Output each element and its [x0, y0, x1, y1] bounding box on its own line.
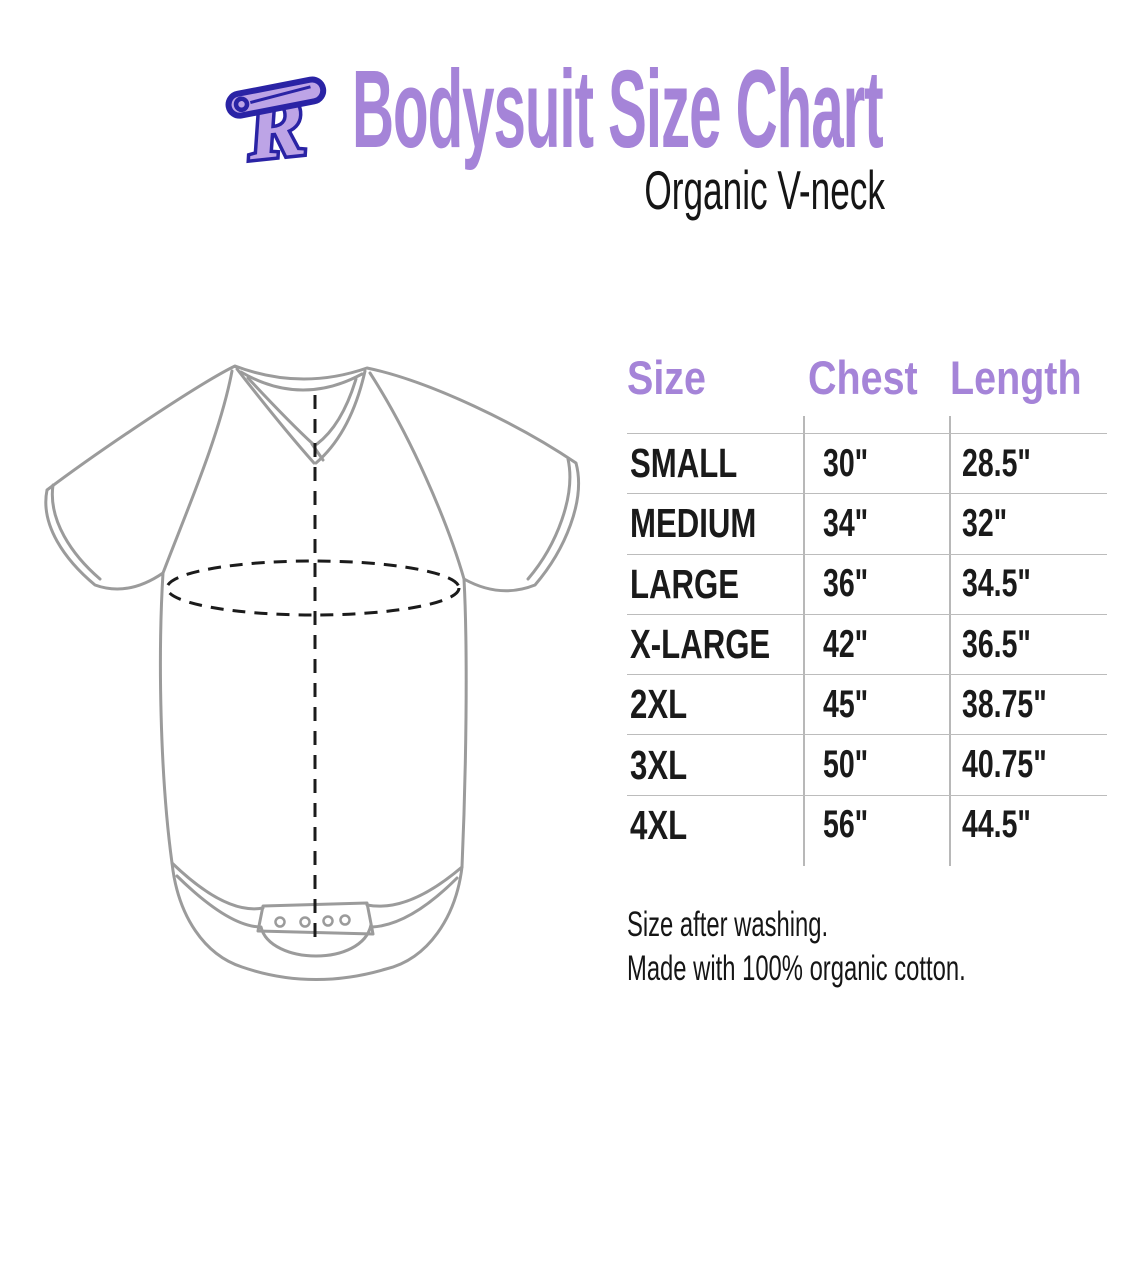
table-cell: 32": [962, 501, 1008, 545]
table-cell: 45": [823, 682, 869, 726]
table-row: MEDIUM 34" 32": [627, 493, 1107, 553]
table-cell: 50": [823, 743, 869, 787]
table-cell: 38.75": [962, 682, 1047, 726]
note-line: Size after washing.: [627, 905, 829, 944]
table-cell: MEDIUM: [630, 500, 757, 547]
bodysuit-diagram: [44, 364, 581, 982]
table-row: 4XL 56" 44.5": [627, 794, 1107, 855]
chest-measure-ellipse: [165, 559, 461, 617]
table-cell: 30": [823, 441, 869, 485]
v-neck-outer-right: [314, 369, 367, 465]
table-row: SMALL 30" 28.5": [627, 433, 1107, 493]
right-armhole-seam: [368, 371, 466, 581]
bodysuit-outline: [44, 364, 581, 982]
table-header-row: Size Chest Length: [627, 354, 1107, 414]
table-cell: 42": [823, 622, 869, 666]
product-subtitle: Organic V-neck: [644, 159, 885, 221]
table-cell: 56": [823, 803, 869, 847]
table-cell: 34.5": [962, 562, 1031, 606]
right-leg-binding: [365, 865, 464, 908]
v-neck-outer-left: [235, 367, 316, 465]
table-cell: SMALL: [630, 440, 738, 487]
table-cell: 44.5": [962, 803, 1031, 847]
page-title: Bodysuit Size Chart: [352, 48, 884, 171]
table-cell: X-LARGE: [630, 621, 771, 668]
left-cuff-band: [50, 483, 102, 581]
table-row: 2XL 45" 38.75": [627, 674, 1107, 734]
column-header-chest: Chest: [808, 351, 918, 404]
table-cell: 36": [823, 562, 869, 606]
v-neck-inner-left: [246, 376, 315, 446]
left-leg-binding: [170, 861, 265, 911]
safety-pin-r-icon: R: [225, 73, 327, 182]
notes: Size after washing. Made with 100% organ…: [627, 903, 1125, 991]
snap-flap: [256, 901, 375, 936]
table-cell: 3XL: [630, 741, 688, 788]
table-cell: 28.5": [962, 441, 1031, 485]
snap-buttons: [274, 914, 351, 928]
size-table-rows: SMALL 30" 28.5" MEDIUM 34" 32" LARGE 36" 34.5" X-…: [627, 433, 1107, 855]
column-header-size: Size: [627, 351, 706, 404]
table-cell: 34": [823, 501, 869, 545]
table-cell: LARGE: [630, 560, 740, 607]
table-cell: 36.5": [962, 622, 1031, 666]
size-table: Size Chest Length SMALL 30" 28.5" MEDIUM 34"…: [627, 354, 1107, 872]
table-cell: 40.75": [962, 743, 1047, 787]
column-header-length: Length: [950, 351, 1082, 404]
table-cell: 4XL: [630, 801, 688, 848]
v-neck-inner-right: [315, 377, 358, 446]
table-row: X-LARGE 42" 36.5": [627, 613, 1107, 674]
right-cuff-band: [526, 457, 572, 581]
note-line: Made with 100% organic cotton.: [627, 949, 966, 988]
table-row: LARGE 36" 34.5": [627, 553, 1107, 614]
table-row: 3XL 50" 40.75": [627, 734, 1107, 794]
pouch-hem-line: [259, 923, 373, 958]
table-cell: 2XL: [630, 681, 688, 728]
brand-logo: R: [220, 64, 338, 182]
column-divider: [949, 416, 951, 866]
column-divider: [803, 416, 805, 866]
left-armhole-seam: [161, 369, 234, 575]
collar-back-line: [239, 370, 364, 392]
